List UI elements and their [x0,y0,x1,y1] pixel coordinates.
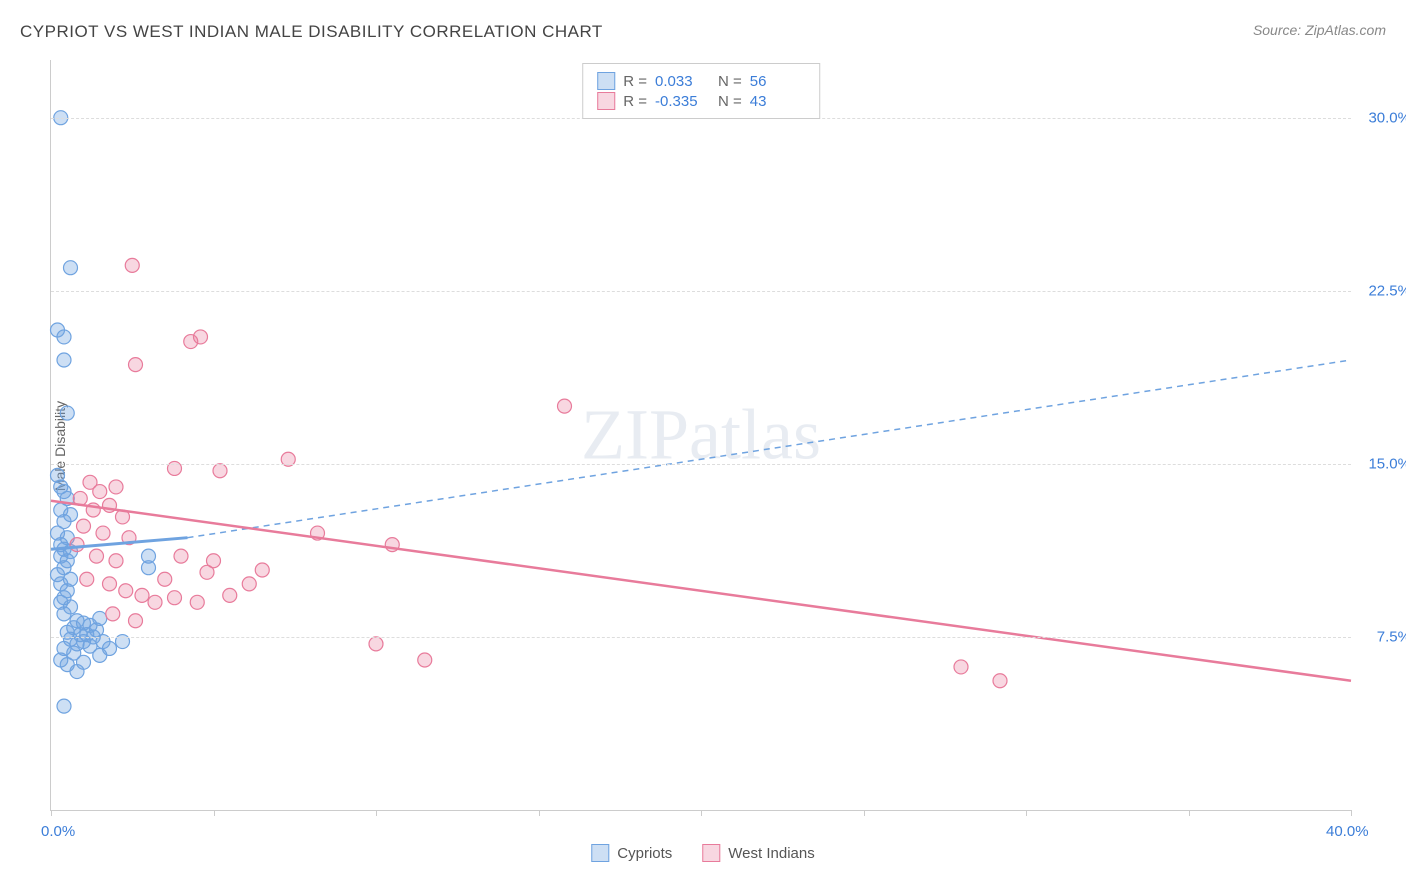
x-tick-label: 0.0% [41,823,75,840]
legend-item-westindians: West Indians [702,844,814,862]
scatter-point [142,561,156,575]
gridline [51,464,1351,465]
x-tick [1026,810,1027,816]
y-tick-label: 7.5% [1377,628,1406,645]
plot-area: ZIPatlas 7.5%15.0%22.5%30.0%0.0%40.0% R … [50,60,1351,811]
scatter-point [242,577,256,591]
stat-n-value: 56 [750,73,805,90]
legend-label-westindians: West Indians [728,845,814,862]
scatter-point [223,588,237,602]
scatter-point [64,261,78,275]
scatter-point [213,464,227,478]
stats-row: R = -0.335 N = 43 [597,92,805,110]
x-tick [701,810,702,816]
x-tick [51,810,52,816]
scatter-point [96,526,110,540]
scatter-point [148,595,162,609]
plot-svg [51,60,1351,810]
scatter-point [558,399,572,413]
stat-r-value: -0.335 [655,93,710,110]
scatter-point [129,614,143,628]
bottom-legend: Cypriots West Indians [591,844,814,862]
scatter-point [103,577,117,591]
scatter-point [77,519,91,533]
scatter-point [80,572,94,586]
scatter-point [125,258,139,272]
legend-label-cypriots: Cypriots [617,845,672,862]
x-tick [376,810,377,816]
stat-n-value: 43 [750,93,805,110]
stat-n-label: N = [718,93,742,110]
scatter-point [954,660,968,674]
scatter-point [129,358,143,372]
scatter-point [106,607,120,621]
scatter-point [993,674,1007,688]
gridline [51,637,1351,638]
scatter-point [184,335,198,349]
scatter-point [109,480,123,494]
stat-r-label: R = [623,93,647,110]
x-tick-label: 40.0% [1326,823,1369,840]
chart-container: CYPRIOT VS WEST INDIAN MALE DISABILITY C… [0,0,1406,892]
x-tick [214,810,215,816]
x-tick [539,810,540,816]
x-tick [1351,810,1352,816]
stats-box: R = 0.033 N = 56 R = -0.335 N = 43 [582,63,820,119]
scatter-point [200,565,214,579]
scatter-point [93,485,107,499]
trend-line-solid [51,501,1351,681]
scatter-point [369,637,383,651]
chart-title: CYPRIOT VS WEST INDIAN MALE DISABILITY C… [20,22,603,42]
scatter-point [158,572,172,586]
scatter-point [168,591,182,605]
scatter-point [57,330,71,344]
y-tick-label: 22.5% [1368,282,1406,299]
y-tick-label: 15.0% [1368,455,1406,472]
stats-row: R = 0.033 N = 56 [597,72,805,90]
scatter-point [119,584,133,598]
scatter-point [93,648,107,662]
gridline [51,291,1351,292]
scatter-point [90,549,104,563]
scatter-point [190,595,204,609]
scatter-point [57,607,71,621]
swatch-cypriots [591,844,609,862]
swatch-westindians [702,844,720,862]
scatter-point [60,406,74,420]
scatter-point [418,653,432,667]
trend-line-dashed [188,360,1352,538]
stats-swatch [597,92,615,110]
y-tick-label: 30.0% [1368,109,1406,126]
scatter-point [57,699,71,713]
stat-n-label: N = [718,73,742,90]
scatter-point [135,588,149,602]
x-tick [1189,810,1190,816]
stat-r-value: 0.033 [655,73,710,90]
legend-item-cypriots: Cypriots [591,844,672,862]
stat-r-label: R = [623,73,647,90]
scatter-point [57,353,71,367]
stats-swatch [597,72,615,90]
x-tick [864,810,865,816]
scatter-point [109,554,123,568]
scatter-point [255,563,269,577]
scatter-point [174,549,188,563]
source-label: Source: ZipAtlas.com [1253,22,1386,38]
scatter-point [70,538,84,552]
scatter-point [70,665,84,679]
